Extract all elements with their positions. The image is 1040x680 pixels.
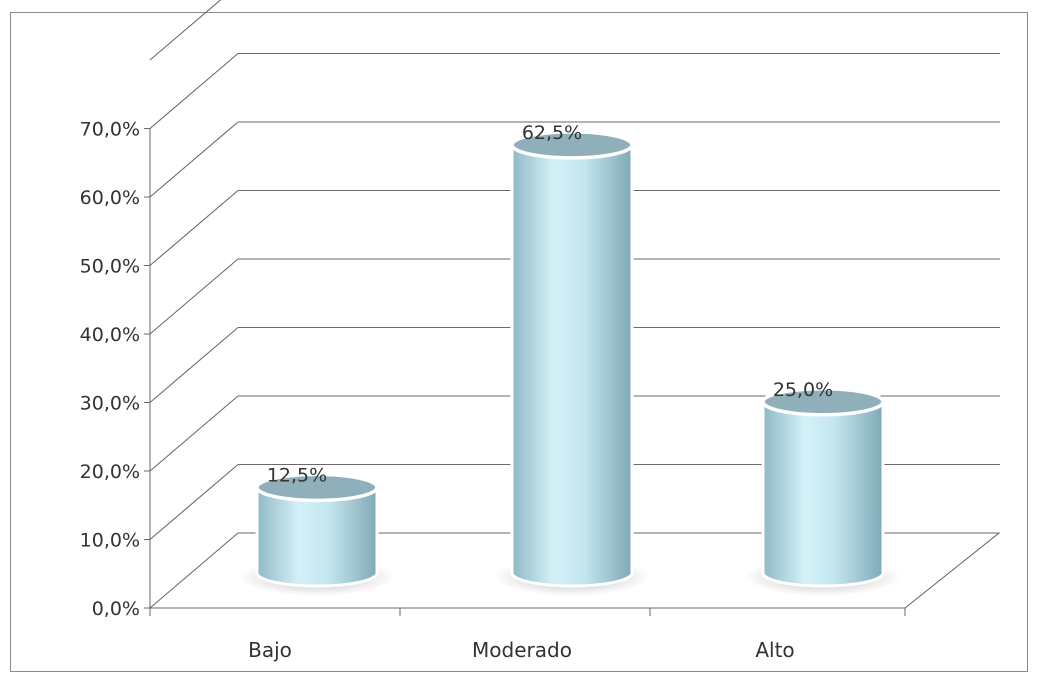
bar-alto bbox=[745, 387, 901, 596]
y-tick-label: 10,0% bbox=[80, 530, 140, 552]
bar-moderado bbox=[494, 130, 650, 596]
bar-top bbox=[761, 387, 885, 417]
bar-top bbox=[510, 130, 634, 160]
gridline-side bbox=[149, 327, 239, 403]
bar-top bbox=[255, 472, 379, 503]
y-tick-label: 50,0% bbox=[80, 256, 140, 278]
y-tick-label: 40,0% bbox=[80, 324, 140, 346]
gridline-side bbox=[149, 464, 239, 540]
data-label: 12,5% bbox=[267, 464, 327, 486]
gridline-side bbox=[149, 53, 239, 129]
data-label: 25,0% bbox=[773, 379, 833, 401]
gridline-side bbox=[149, 190, 239, 266]
gridline-side bbox=[149, 258, 239, 335]
y-tick-label: 70,0% bbox=[80, 119, 140, 141]
gridline bbox=[149, 52, 1000, 129]
bar-body bbox=[761, 400, 885, 588]
x-tick-label: Bajo bbox=[248, 638, 292, 662]
bar-body bbox=[510, 143, 634, 588]
y-tick-label: 60,0% bbox=[80, 187, 140, 209]
gridline-side bbox=[149, 395, 239, 472]
y-tick-label: 0,0% bbox=[92, 598, 140, 620]
data-label: 62,5% bbox=[522, 122, 582, 144]
gridline bbox=[149, 121, 1000, 198]
y-tick-label: 30,0% bbox=[80, 393, 140, 415]
gridline-side bbox=[149, 121, 239, 198]
x-tick-label: Moderado bbox=[472, 638, 572, 662]
y-tick-label: 20,0% bbox=[80, 461, 140, 483]
bar-bajo bbox=[239, 472, 395, 596]
x-tick-label: Alto bbox=[755, 638, 794, 662]
gridline-side bbox=[149, 0, 222, 61]
bar-body bbox=[255, 485, 379, 588]
gridline bbox=[149, 0, 222, 61]
floor-outline bbox=[148, 532, 1001, 609]
